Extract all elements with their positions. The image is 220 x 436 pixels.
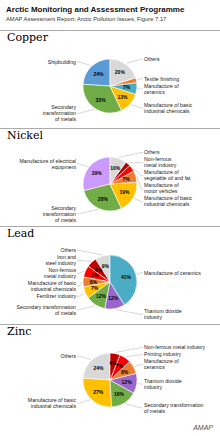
svg-text:Manufacture ofvegetable oil an: Manufacture ofvegetable oil and fat xyxy=(144,169,191,181)
svg-text:16%: 16% xyxy=(114,391,125,397)
svg-text:Non-ferrous metal industry: Non-ferrous metal industry xyxy=(144,344,206,350)
svg-text:Non-ferrousmetal industry: Non-ferrousmetal industry xyxy=(144,156,177,168)
svg-text:Printing industry: Printing industry xyxy=(144,351,182,357)
svg-text:20%: 20% xyxy=(115,69,126,75)
svg-text:12%: 12% xyxy=(108,295,119,301)
html-text:Zinc: Zinc xyxy=(7,325,32,338)
svg-text:6%: 6% xyxy=(110,360,118,366)
svg-text:Titanium dioxideindustry: Titanium dioxideindustry xyxy=(144,378,182,390)
svg-text:Manufacture of basicindustrial: Manufacture of basicindustrial chemicals xyxy=(28,397,77,409)
html-text:Copper: Copper xyxy=(7,31,48,44)
svg-text:12%: 12% xyxy=(96,293,107,299)
svg-text:Manufacture of electricalequip: Manufacture of electricalequipment xyxy=(19,158,76,170)
svg-text:19%: 19% xyxy=(119,189,130,195)
svg-text:Others: Others xyxy=(144,149,160,155)
svg-text:Secondarytransformationof meta: Secondarytransformationof metals xyxy=(43,205,77,223)
svg-text:13%: 13% xyxy=(118,94,129,100)
svg-text:Manufacture of ceramics: Manufacture of ceramics xyxy=(144,270,201,276)
svg-text:Textile finishing: Textile finishing xyxy=(144,76,179,82)
svg-text:Secondary transformationof met: Secondary transformationof metals xyxy=(17,304,77,316)
svg-text:7%: 7% xyxy=(91,285,99,291)
svg-text:7%: 7% xyxy=(91,272,99,278)
svg-text:41%: 41% xyxy=(121,274,132,280)
html-text:Arctic Monitoring and Assessme: Arctic Monitoring and Assessment Program… xyxy=(6,5,185,14)
svg-text:Secondarytransformationof meta: Secondarytransformationof metals xyxy=(43,104,77,122)
svg-text:33%: 33% xyxy=(96,97,107,103)
svg-text:Manufacture ofmotor vehicles: Manufacture ofmotor vehicles xyxy=(144,182,179,194)
svg-text:Others: Others xyxy=(60,353,76,359)
svg-text:Manufacture of basicindustrial: Manufacture of basicindustrial chemicals xyxy=(28,280,77,292)
svg-text:Shipbuilding: Shipbuilding xyxy=(48,59,76,65)
svg-text:Non-ferrousmetal industry: Non-ferrousmetal industry xyxy=(44,267,77,279)
svg-text:27%: 27% xyxy=(93,389,104,395)
svg-text:Manufacture ofceramics: Manufacture ofceramics xyxy=(144,83,179,95)
svg-text:7%: 7% xyxy=(116,363,124,369)
svg-text:Titanium dioxideindustry: Titanium dioxideindustry xyxy=(144,308,182,320)
html-text:Nickel: Nickel xyxy=(7,129,43,142)
svg-text:29%: 29% xyxy=(92,170,103,176)
svg-text:Manufacture of basicindustrial: Manufacture of basicindustrial chemicals xyxy=(144,102,193,114)
svg-text:7%: 7% xyxy=(123,84,131,90)
svg-text:9%: 9% xyxy=(102,263,110,269)
svg-text:Manufacture ofceramics: Manufacture ofceramics xyxy=(144,358,179,370)
svg-text:Others: Others xyxy=(60,247,76,253)
svg-text:Secondary transformationof met: Secondary transformationof metals xyxy=(144,402,204,414)
svg-text:6%: 6% xyxy=(94,266,103,273)
svg-text:Manufacture of basicindustrial: Manufacture of basicindustrial chemicals xyxy=(144,195,193,207)
svg-text:24%: 24% xyxy=(94,71,105,77)
svg-text:Others: Others xyxy=(144,56,160,62)
svg-text:Fertilizer industry: Fertilizer industry xyxy=(37,293,77,299)
html-text:AMAP: AMAP xyxy=(193,424,213,431)
svg-text:7%: 7% xyxy=(122,176,130,182)
html-text:Lead: Lead xyxy=(7,227,35,240)
svg-text:10%: 10% xyxy=(110,165,121,171)
svg-text:6%: 6% xyxy=(90,279,98,285)
html-text:AMAP Assessment Report: Arctic: AMAP Assessment Report: Arctic Pollution… xyxy=(6,16,167,22)
svg-text:28%: 28% xyxy=(98,196,109,202)
svg-text:8%: 8% xyxy=(121,369,129,375)
svg-text:Iron andsteel industry: Iron andsteel industry xyxy=(45,254,76,266)
svg-text:24%: 24% xyxy=(94,365,105,371)
svg-text:12%: 12% xyxy=(122,379,133,385)
